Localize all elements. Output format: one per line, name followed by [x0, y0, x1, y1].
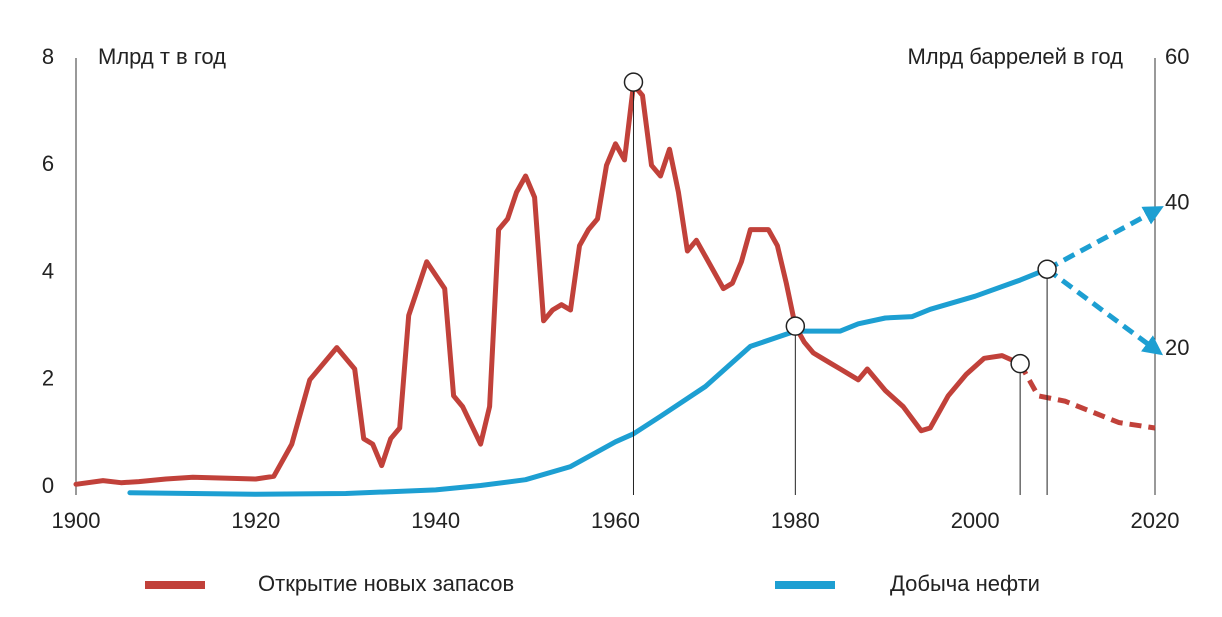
x-tick-label: 1980	[771, 508, 820, 533]
y2-axis-label: Млрд баррелей в год	[907, 44, 1123, 69]
y-tick-label: 6	[42, 151, 54, 176]
series-line	[73, 82, 1023, 487]
x-tick-label: 2000	[951, 508, 1000, 533]
y2-tick-label: 60	[1165, 44, 1189, 69]
x-tick-label: 1920	[231, 508, 280, 533]
y2-tick-label: 20	[1165, 335, 1189, 360]
y-axis-label: Млрд т в год	[98, 44, 226, 69]
y-tick-label: 0	[42, 473, 54, 498]
forecast-line	[1045, 267, 1164, 356]
legend-label: Добыча нефти	[890, 571, 1040, 596]
x-tick-label: 2020	[1131, 508, 1180, 533]
y-tick-label: 2	[42, 366, 54, 391]
forecast-line	[1017, 362, 1156, 431]
marker-point	[1037, 259, 1057, 279]
legend-label: Открытие новых запасов	[258, 571, 514, 596]
x-tick-label: 1940	[411, 508, 460, 533]
marker-point	[785, 316, 806, 336]
marker-point	[623, 72, 644, 92]
y2-tick-label: 40	[1165, 189, 1189, 214]
marker-point	[1010, 353, 1030, 374]
y-tick-label: 8	[42, 44, 54, 69]
series-line	[127, 266, 1050, 497]
x-tick-label: 1960	[591, 508, 640, 533]
x-tick-label: 1900	[52, 508, 101, 533]
y-tick-label: 4	[42, 258, 54, 283]
forecast-line	[1045, 206, 1164, 272]
